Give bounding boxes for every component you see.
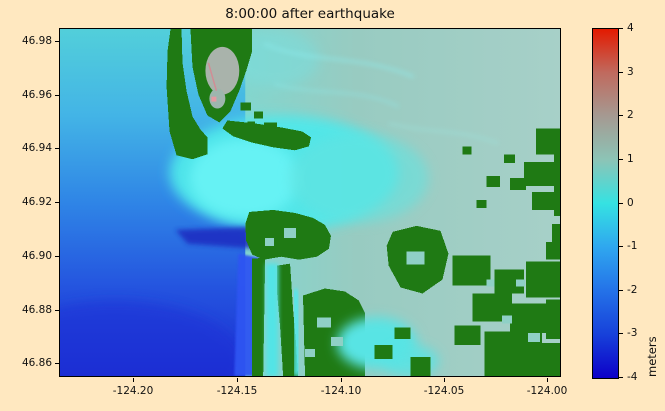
y-tickmark: [55, 41, 59, 42]
x-tickmark: [547, 378, 548, 382]
land-area: [166, 29, 560, 376]
colorbar-tick-label: 3: [627, 66, 634, 78]
colorbar-tickmark: [619, 28, 623, 29]
north-spit: [166, 29, 208, 160]
runup-spot: [211, 96, 217, 102]
colorbar-tickmark: [619, 333, 623, 334]
y-tick-label: 46.96: [21, 89, 52, 101]
y-tickmark: [55, 310, 59, 311]
y-tick-label: 46.94: [21, 142, 52, 154]
y-tickmark: [55, 256, 59, 257]
deep-drawdown-patch: [60, 300, 245, 376]
colorbar-axis-label: meters: [645, 336, 659, 377]
y-tickmark: [55, 95, 59, 96]
x-tick-label: -124.00: [526, 385, 568, 397]
y-tick-label: 46.86: [21, 357, 52, 369]
colorbar-gradient: [593, 29, 618, 378]
y-tick-label: 46.98: [21, 35, 52, 47]
colorbar-tickmark: [619, 115, 623, 116]
heatmap-canvas: [60, 29, 560, 376]
colorbar-tickmark: [619, 203, 623, 204]
inlet-north-point: [222, 120, 311, 151]
colorbar-tick-label: -4: [627, 371, 638, 383]
plot-area: [59, 28, 561, 377]
colorbar-tick-label: -3: [627, 327, 638, 339]
colorbar-tick-label: 1: [627, 153, 634, 165]
x-tickmark: [237, 378, 238, 382]
peninsula-interior: [205, 46, 240, 109]
colorbar-tick-label: 0: [627, 197, 634, 209]
channel-islets: [374, 327, 431, 376]
colorbar-tick-label: -2: [627, 284, 638, 296]
flooded-spots: [265, 227, 541, 358]
colorbar-tick-label: -1: [627, 240, 638, 252]
x-tick-label: -124.05: [423, 385, 465, 397]
harbor-mouth-water: [169, 30, 429, 231]
colorbar: [592, 28, 619, 379]
south-spit: [252, 257, 266, 376]
colorbar-tickmark: [619, 377, 623, 378]
colorbar-tick-label: 4: [627, 22, 634, 34]
colorbar-tick-label: 2: [627, 109, 634, 121]
x-tickmark: [133, 378, 134, 382]
colorbar-tickmark: [619, 72, 623, 73]
x-tick-label: -124.20: [112, 385, 154, 397]
x-tickmark: [444, 378, 445, 382]
runup-streak: [207, 62, 218, 91]
x-tick-label: -124.15: [216, 385, 258, 397]
dark-jet: [175, 226, 257, 249]
x-tickmark: [341, 378, 342, 382]
colorbar-tickmark: [619, 246, 623, 247]
colorbar-tickmark: [619, 159, 623, 160]
south-inner-strip: [277, 263, 299, 376]
plot-title: 8:00:00 after earthquake: [225, 6, 395, 22]
y-tick-label: 46.90: [21, 250, 52, 262]
x-tick-label: -124.10: [320, 385, 362, 397]
water-streaks: [263, 42, 499, 145]
y-tick-label: 46.88: [21, 304, 52, 316]
colorbar-tickmark: [619, 290, 623, 291]
y-tickmark: [55, 148, 59, 149]
y-tickmark: [55, 363, 59, 364]
y-tick-label: 46.92: [21, 196, 52, 208]
y-tickmark: [55, 202, 59, 203]
